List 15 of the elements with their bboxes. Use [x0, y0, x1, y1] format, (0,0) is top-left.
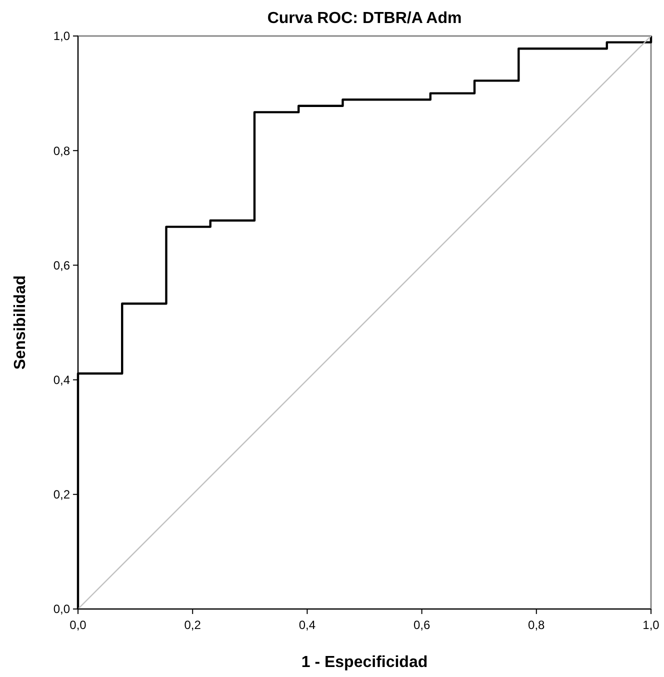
- x-tick-label: 0,0: [70, 618, 87, 632]
- y-tick-label: 0,0: [53, 602, 70, 616]
- x-tick-label: 0,4: [298, 618, 316, 632]
- x-tick-label: 0,2: [184, 618, 202, 632]
- y-tick-label: 0,4: [53, 373, 70, 387]
- y-tick-label: 1,0: [53, 29, 70, 44]
- y-tick-label: 0,8: [53, 144, 70, 158]
- x-tick-label: 0,8: [528, 618, 546, 632]
- y-tick-label: 0,2: [53, 488, 70, 502]
- chart-title: Curva ROC: DTBR/A Adm: [267, 10, 462, 27]
- x-tick-label: 1,0: [642, 618, 660, 632]
- y-tick-label: 0,6: [53, 258, 70, 272]
- y-axis-title: Sensibilidad: [12, 275, 29, 370]
- x-axis-title: 1 - Especificidad: [301, 654, 428, 671]
- x-tick-label: 0,6: [413, 618, 430, 632]
